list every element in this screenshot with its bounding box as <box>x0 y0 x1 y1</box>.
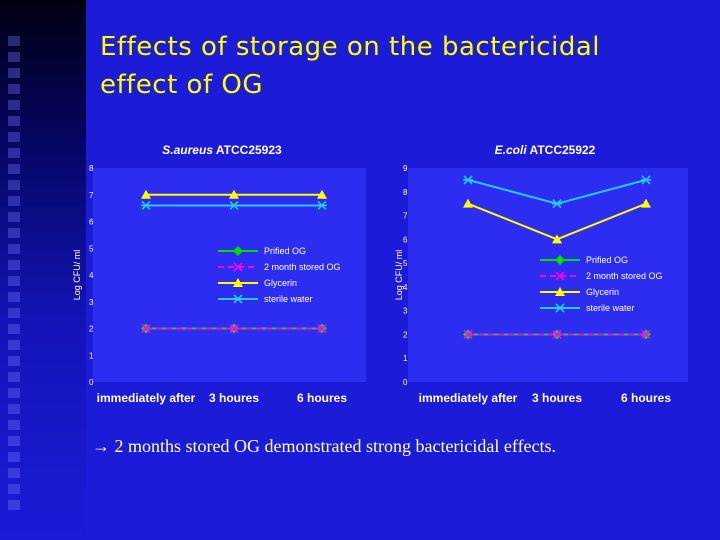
legend-label: Glycerin <box>586 287 619 297</box>
y-tick-label: 5 <box>89 244 94 253</box>
x-category-label: 6 houres <box>297 391 347 405</box>
legend-label: 2 month stored OG <box>586 271 663 281</box>
data-point <box>463 175 473 185</box>
legend-label: Prified OG <box>264 246 306 256</box>
legend: Prified OG 2 month stored OG Glycerin steri… <box>540 255 663 313</box>
y-axis-label: Log CFU/ ml <box>72 250 82 301</box>
data-point <box>141 189 151 199</box>
series-2-month-stored-og <box>141 323 327 334</box>
y-tick-label: 2 <box>403 330 408 339</box>
y-tick-label: 3 <box>89 298 94 307</box>
legend-marker <box>555 255 565 265</box>
chart-1: S.aureus ATCC25923 Log CFU/ ml 0 1 2 3 4 5 6 7 8 im… <box>72 143 366 405</box>
chart-title-organism: E.coli <box>495 143 528 157</box>
data-point <box>641 329 651 340</box>
chart-2: E.coli ATCC25922 Log CFU/ ml 0 1 2 3 4 5 6 7 8 9 imm… <box>394 143 688 405</box>
y-axis-label: Log CFU/ ml <box>394 250 404 301</box>
legend-marker <box>233 294 243 304</box>
y-tick-label: 5 <box>403 259 408 268</box>
chart-title: E.coli ATCC25922 <box>495 143 596 157</box>
y-tick-label: 2 <box>89 325 94 334</box>
x-category-label: immediately after <box>419 391 518 405</box>
decorative-sidebar <box>0 0 86 540</box>
data-point <box>552 199 562 209</box>
y-tick-label: 1 <box>89 351 94 360</box>
x-category-label: 6 houres <box>621 391 671 405</box>
chart-title-organism: S.aureus <box>162 143 213 157</box>
x-category-label: 3 houres <box>209 391 259 405</box>
data-point <box>317 323 327 334</box>
data-point <box>552 234 562 244</box>
series-2-month-stored-og <box>463 329 651 340</box>
legend-label: 2 month stored OG <box>264 262 341 272</box>
data-point <box>229 200 239 211</box>
legend-marker <box>555 271 565 281</box>
data-point <box>317 200 327 211</box>
data-point <box>641 198 651 208</box>
y-tick-label: 4 <box>89 271 94 280</box>
data-point <box>552 329 562 340</box>
chart-title-strain: ATCC25922 <box>527 143 596 157</box>
data-point <box>463 198 473 208</box>
data-point <box>141 200 151 211</box>
legend-marker <box>233 246 243 256</box>
data-point <box>317 189 327 199</box>
series-sterile-water <box>463 175 651 209</box>
y-tick-label: 3 <box>403 307 408 316</box>
series-sterile-water <box>141 200 327 211</box>
data-point <box>141 323 151 334</box>
plot-area <box>93 168 366 382</box>
data-point <box>229 323 239 334</box>
y-tick-label: 6 <box>403 235 408 244</box>
chart-title: S.aureus ATCC25923 <box>162 143 282 157</box>
y-tick-label: 8 <box>403 188 408 197</box>
x-category-label: 3 houres <box>532 391 582 405</box>
series-glycerin <box>463 198 651 244</box>
chart-title-strain: ATCC25923 <box>213 143 282 157</box>
legend-marker <box>555 303 565 313</box>
data-point <box>641 175 651 185</box>
title-line-2: effect of OG <box>100 70 263 100</box>
y-tick-label: 7 <box>89 191 94 200</box>
sidebar-pattern <box>8 36 20 516</box>
x-category-label: immediately after <box>97 391 196 405</box>
y-tick-label: 9 <box>403 164 408 173</box>
legend-label: sterile water <box>586 303 635 313</box>
legend-marker <box>555 287 565 296</box>
legend-marker <box>233 262 243 272</box>
legend-label: Prified OG <box>586 255 628 265</box>
plot-area <box>408 168 688 382</box>
series-glycerin <box>141 189 327 199</box>
legend-label: sterile water <box>264 294 313 304</box>
legend-marker <box>233 278 243 287</box>
y-tick-label: 7 <box>403 212 408 221</box>
conclusion-text: → 2 months stored OG demonstrated strong… <box>92 436 557 456</box>
slide-title: Effects of storage on the bactericidal e… <box>100 28 680 104</box>
data-point <box>229 189 239 199</box>
y-tick-label: 4 <box>403 283 408 292</box>
legend-label: Glycerin <box>264 278 297 288</box>
y-tick-label: 0 <box>89 378 94 387</box>
y-tick-label: 8 <box>89 164 94 173</box>
data-point <box>463 329 473 340</box>
title-line-1: Effects of storage on the bactericidal <box>100 32 600 62</box>
y-tick-label: 0 <box>403 378 408 387</box>
y-tick-label: 1 <box>403 354 408 363</box>
legend: Prified OG 2 month stored OG Glycerin steri… <box>218 246 341 304</box>
y-tick-label: 6 <box>89 218 94 227</box>
